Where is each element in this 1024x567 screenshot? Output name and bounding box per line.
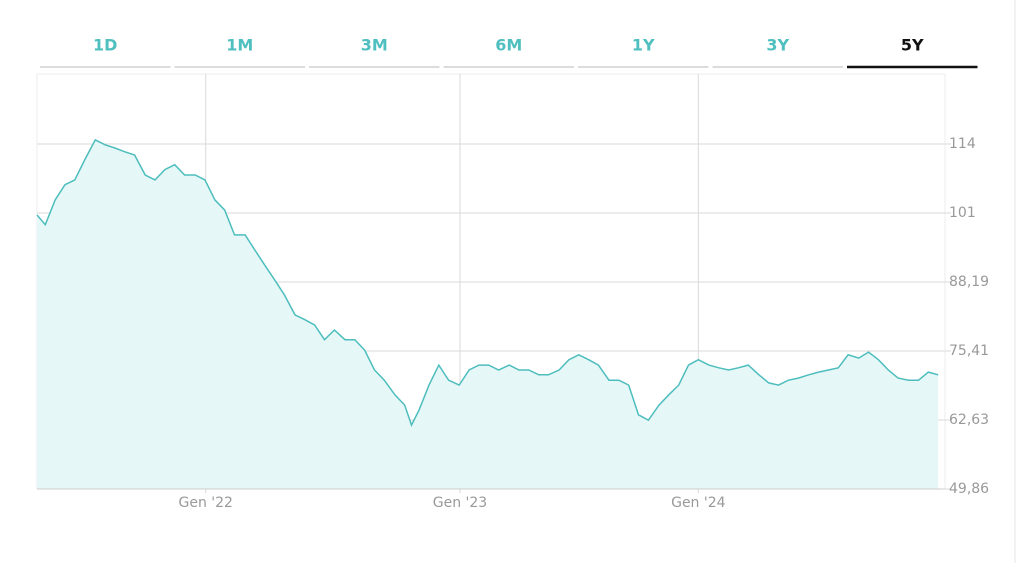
range-tab[interactable]: 1Y <box>632 36 655 55</box>
area-fill <box>37 139 939 489</box>
range-tab[interactable]: 3Y <box>766 36 789 55</box>
y-tick-label: 49,86 <box>949 481 989 497</box>
x-tick-label: Gen '23 <box>433 495 487 511</box>
price-line <box>36 138 939 428</box>
x-tick-label: Gen '22 <box>179 495 233 511</box>
range-tab[interactable]: 3M <box>361 36 388 55</box>
range-tab[interactable]: 6M <box>495 36 522 55</box>
y-tick-label: 75,41 <box>949 343 989 359</box>
y-tick-label: 88,19 <box>949 274 989 290</box>
x-tick-label: Gen '24 <box>671 495 726 511</box>
range-tab[interactable]: 5Y <box>901 36 924 55</box>
y-tick-label: 114 <box>949 136 976 152</box>
y-tick-label: 62,63 <box>949 412 989 428</box>
range-tab[interactable]: 1M <box>226 36 253 55</box>
y-tick-label: 101 <box>949 205 976 221</box>
range-tab[interactable]: 1D <box>93 36 117 55</box>
